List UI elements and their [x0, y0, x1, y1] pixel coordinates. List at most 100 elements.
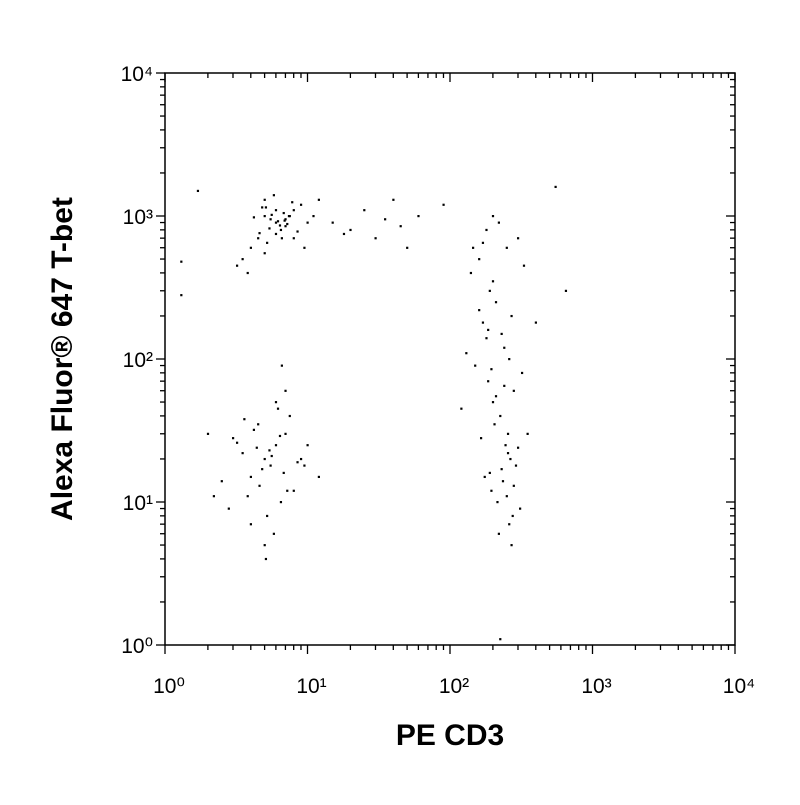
point	[292, 489, 295, 492]
point	[263, 215, 266, 218]
point	[406, 246, 409, 249]
point	[227, 507, 230, 510]
point	[374, 237, 377, 240]
point	[272, 194, 275, 197]
point	[485, 337, 488, 340]
point	[269, 464, 272, 467]
point	[481, 241, 485, 244]
point	[508, 523, 511, 526]
point	[487, 328, 490, 332]
point	[499, 638, 502, 641]
point	[270, 454, 273, 458]
point	[274, 221, 278, 224]
point	[284, 432, 287, 435]
point	[506, 432, 510, 435]
point	[496, 501, 499, 504]
point	[474, 364, 477, 367]
point	[317, 475, 320, 479]
point	[276, 407, 280, 410]
point	[283, 219, 286, 222]
point	[292, 209, 295, 212]
point	[485, 228, 488, 232]
point	[268, 449, 271, 452]
plot-frame	[164, 72, 736, 646]
y-tick-label: 10³	[123, 206, 153, 229]
point	[288, 414, 291, 418]
y-tick-label: 10⁴	[121, 63, 153, 86]
point	[276, 220, 280, 223]
point	[231, 437, 235, 440]
point	[506, 452, 510, 455]
point	[269, 218, 272, 221]
point	[278, 434, 282, 438]
x-tick-label: 10⁰	[153, 675, 185, 698]
point	[212, 495, 215, 498]
x-tick-label: 10³	[581, 675, 611, 698]
point	[306, 221, 309, 224]
point	[241, 452, 244, 455]
point	[494, 395, 498, 398]
point	[286, 222, 289, 226]
point	[306, 444, 309, 447]
point	[180, 260, 183, 263]
point	[508, 358, 511, 361]
point	[512, 484, 515, 487]
point	[497, 532, 500, 535]
point	[280, 364, 283, 367]
point	[278, 224, 282, 227]
point	[274, 232, 278, 236]
point	[299, 203, 303, 206]
point	[274, 444, 278, 447]
point	[317, 198, 320, 201]
x-axis-label: PE CD3	[396, 719, 504, 752]
point	[490, 489, 493, 492]
point	[263, 544, 266, 547]
point	[503, 346, 506, 349]
point	[266, 514, 269, 518]
point	[342, 232, 346, 236]
point	[501, 480, 505, 483]
point	[491, 215, 495, 218]
point	[505, 246, 508, 249]
point	[235, 441, 239, 444]
point	[312, 215, 315, 218]
point	[296, 461, 299, 464]
point	[516, 446, 520, 449]
point	[514, 464, 518, 467]
point	[249, 475, 252, 479]
point	[284, 218, 287, 221]
point	[280, 237, 283, 240]
point	[505, 495, 508, 498]
point	[491, 401, 495, 404]
point	[261, 468, 264, 471]
point	[279, 228, 283, 232]
point	[272, 532, 275, 535]
point	[490, 368, 493, 371]
point	[284, 389, 287, 392]
point	[500, 468, 503, 471]
point	[257, 237, 260, 240]
point	[263, 198, 266, 201]
point	[292, 237, 295, 240]
point	[261, 206, 264, 209]
point	[263, 252, 266, 255]
point	[264, 206, 268, 209]
point	[510, 314, 513, 318]
point	[284, 225, 287, 228]
point	[399, 225, 402, 228]
x-tick-label: 10⁴	[723, 675, 755, 698]
point	[564, 289, 568, 292]
point	[249, 246, 252, 249]
point	[220, 480, 223, 483]
point	[491, 280, 495, 283]
point	[478, 258, 481, 261]
point	[504, 444, 507, 447]
point	[287, 215, 291, 218]
point	[258, 484, 261, 487]
point	[516, 237, 520, 240]
point	[494, 301, 498, 304]
point	[349, 228, 352, 232]
y-tick-label: 10⁰	[121, 635, 153, 658]
point	[512, 389, 515, 392]
